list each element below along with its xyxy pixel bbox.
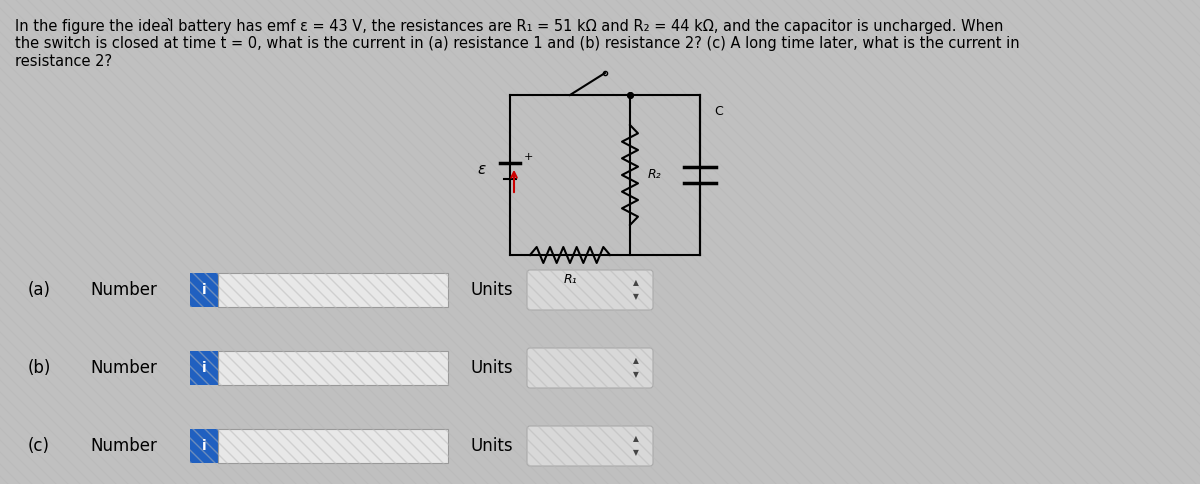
Text: In the figure the ideal̀ battery has emf ε = 43 V, the resistances are R₁ = 51 k: In the figure the ideal̀ battery has emf… [14, 18, 1003, 34]
Text: ▼: ▼ [634, 292, 638, 302]
Text: i: i [202, 439, 206, 453]
Text: i: i [202, 283, 206, 297]
Text: the switch is closed at time t = 0, what is the current in (a) resistance 1 and : the switch is closed at time t = 0, what… [14, 36, 1020, 51]
Text: ▲: ▲ [634, 435, 638, 443]
FancyBboxPatch shape [527, 348, 653, 388]
Text: Number: Number [90, 437, 157, 455]
Text: C: C [714, 105, 722, 118]
FancyBboxPatch shape [190, 429, 218, 463]
Text: ▲: ▲ [634, 278, 638, 287]
Text: +: + [524, 152, 533, 162]
Text: ▼: ▼ [634, 449, 638, 457]
Text: Units: Units [470, 437, 512, 455]
Text: i: i [202, 361, 206, 375]
FancyBboxPatch shape [218, 273, 448, 307]
FancyBboxPatch shape [527, 426, 653, 466]
Text: (c): (c) [28, 437, 50, 455]
FancyBboxPatch shape [190, 273, 218, 307]
Text: Units: Units [470, 281, 512, 299]
FancyBboxPatch shape [190, 351, 218, 385]
Text: (a): (a) [28, 281, 50, 299]
Text: ▼: ▼ [634, 370, 638, 379]
Text: Number: Number [90, 359, 157, 377]
Text: R₂: R₂ [648, 168, 661, 182]
Text: R₁: R₁ [563, 273, 577, 286]
FancyBboxPatch shape [218, 351, 448, 385]
Text: (b): (b) [28, 359, 52, 377]
FancyBboxPatch shape [218, 429, 448, 463]
Text: Units: Units [470, 359, 512, 377]
Text: ▲: ▲ [634, 357, 638, 365]
Text: ε: ε [478, 163, 486, 178]
Text: Number: Number [90, 281, 157, 299]
FancyBboxPatch shape [527, 270, 653, 310]
Text: resistance 2?: resistance 2? [14, 54, 112, 69]
